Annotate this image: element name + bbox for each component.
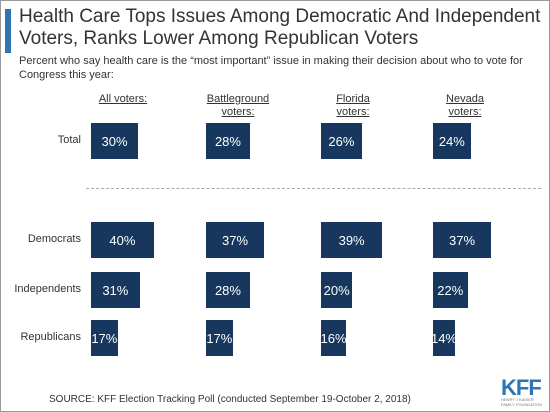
row-label: Total [57,134,81,146]
bar: 30% [91,123,139,159]
logo-tagline: HENRY J KAISER FAMILY FOUNDATION [501,397,543,407]
value-label: 28% [214,282,241,298]
value-label: 31% [102,282,129,298]
value-label: 28% [214,133,241,149]
bar: 24% [433,123,471,159]
accent-bar [5,9,11,53]
bar: 37% [433,222,492,258]
bar: 17% [91,320,118,356]
row-label: Independents [14,283,81,295]
bar: 20% [321,272,353,308]
chart-subtitle: Percent who say health care is the “most… [19,55,523,81]
value-label: 17% [91,330,118,346]
value-label: 40% [109,232,136,248]
bar: 16% [320,320,347,356]
value-label: 16% [320,330,347,346]
value-label: 22% [437,282,464,298]
value-label: 24% [438,133,465,149]
bar: 28% [206,272,250,308]
bar: 37% [206,222,265,258]
column-header: Nevada voters: [446,93,484,118]
chart-title: Health Care Tops Issues Among Democratic… [19,6,541,49]
bar: 31% [91,272,140,308]
row-label: Democrats [27,233,81,245]
logo: KFF [501,375,542,400]
column-header: Battleground voters: [206,93,270,118]
bar: 22% [433,272,468,308]
divider [86,188,541,189]
bar: 40% [91,222,154,258]
bar: 39% [321,222,383,258]
value-label: 17% [206,330,233,346]
value-label: 20% [323,282,350,298]
bar: 26% [321,123,362,159]
bar: 14% [430,320,457,356]
value-label: 26% [328,133,355,149]
column-header: All voters: [98,93,148,105]
value-label: 37% [449,232,476,248]
value-label: 30% [101,133,128,149]
bar: 17% [206,320,233,356]
value-label: 39% [338,232,365,248]
source-note: SOURCE: KFF Election Tracking Poll (cond… [49,394,411,405]
value-label: 14% [430,330,457,346]
row-label: Republicans [20,331,81,343]
value-label: 37% [222,232,249,248]
bar: 28% [206,123,250,159]
column-header: Florida voters: [336,93,370,118]
